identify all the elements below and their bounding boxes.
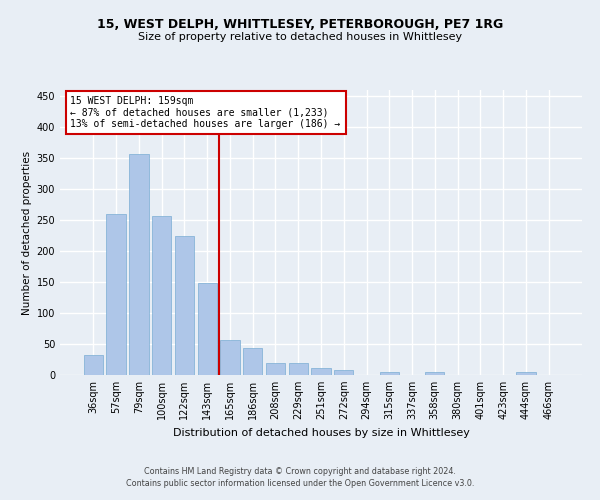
- Bar: [516, 372, 536, 375]
- Bar: [334, 370, 353, 375]
- Bar: [425, 372, 445, 375]
- Bar: [220, 340, 239, 375]
- Text: Contains HM Land Registry data © Crown copyright and database right 2024.: Contains HM Land Registry data © Crown c…: [144, 467, 456, 476]
- Y-axis label: Number of detached properties: Number of detached properties: [22, 150, 32, 314]
- Text: Contains public sector information licensed under the Open Government Licence v3: Contains public sector information licen…: [126, 478, 474, 488]
- Bar: [266, 363, 285, 375]
- Bar: [311, 368, 331, 375]
- Text: 15 WEST DELPH: 159sqm
← 87% of detached houses are smaller (1,233)
13% of semi-d: 15 WEST DELPH: 159sqm ← 87% of detached …: [70, 96, 341, 129]
- Bar: [243, 348, 262, 375]
- Bar: [152, 216, 172, 375]
- Text: 15, WEST DELPH, WHITTLESEY, PETERBOROUGH, PE7 1RG: 15, WEST DELPH, WHITTLESEY, PETERBOROUGH…: [97, 18, 503, 30]
- Text: Size of property relative to detached houses in Whittlesey: Size of property relative to detached ho…: [138, 32, 462, 42]
- Bar: [175, 236, 194, 375]
- Bar: [129, 154, 149, 375]
- Bar: [289, 363, 308, 375]
- Bar: [380, 372, 399, 375]
- Bar: [106, 214, 126, 375]
- X-axis label: Distribution of detached houses by size in Whittlesey: Distribution of detached houses by size …: [173, 428, 469, 438]
- Bar: [84, 355, 103, 375]
- Bar: [197, 284, 217, 375]
